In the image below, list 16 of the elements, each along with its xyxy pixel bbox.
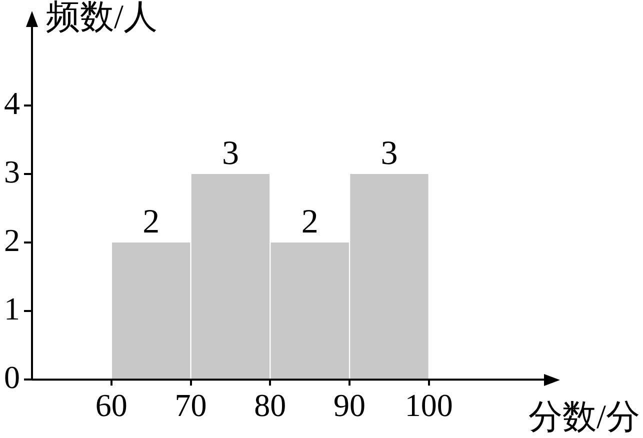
data-label: 2 bbox=[301, 203, 318, 240]
data-label: 3 bbox=[222, 134, 239, 172]
data-label: 2 bbox=[142, 203, 160, 240]
y-tick-label: 3 bbox=[4, 153, 20, 190]
y-tick-label: 2 bbox=[4, 222, 20, 258]
y-axis-title: 频数/人 bbox=[46, 0, 158, 36]
y-tick-label: 4 bbox=[4, 84, 20, 121]
x-tick-label: 70 bbox=[174, 387, 207, 424]
x-tick-label: 60 bbox=[95, 387, 128, 424]
x-axis-title: 分数/分 bbox=[528, 398, 640, 436]
x-tick-label: 80 bbox=[254, 387, 286, 424]
y-tick-label: 0 bbox=[4, 359, 20, 396]
x-tick-label: 100 bbox=[404, 387, 453, 424]
data-label: 3 bbox=[380, 134, 398, 172]
y-tick-label: 1 bbox=[4, 290, 20, 326]
x-tick-label: 90 bbox=[334, 387, 366, 424]
